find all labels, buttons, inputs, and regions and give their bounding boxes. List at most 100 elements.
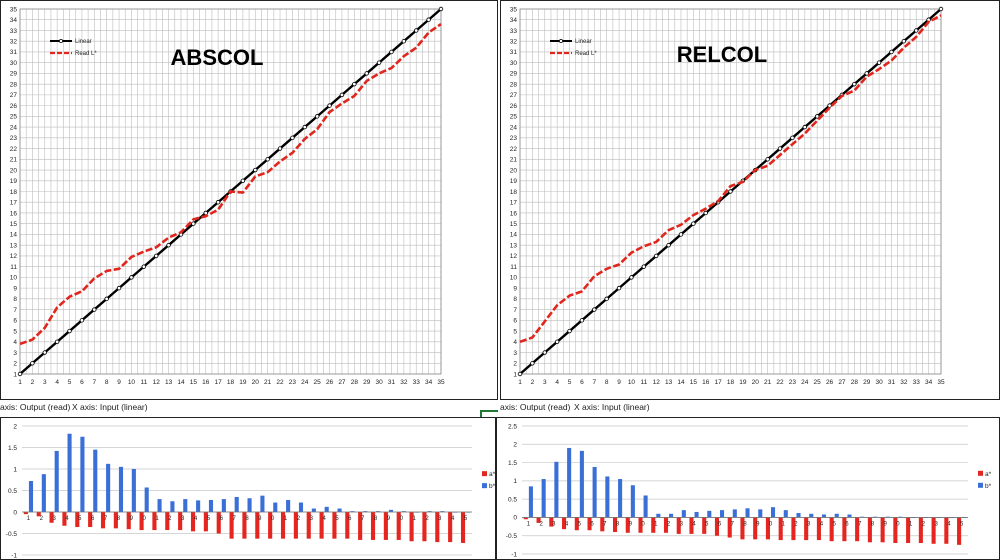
linear-data-point — [554, 339, 560, 344]
a-star-bar — [435, 512, 440, 543]
x-tick-label: 8 — [605, 379, 609, 386]
a-star-bar — [36, 512, 41, 517]
b-star-bar — [260, 495, 265, 512]
x-tick-label: 8 — [374, 516, 378, 522]
x-tick-label: 4 — [820, 521, 824, 527]
y-tick-label: 13 — [10, 242, 18, 249]
x-tick-label: 31 — [888, 379, 896, 386]
legend-linear-marker — [59, 39, 63, 43]
x-tick-label: 0 — [400, 516, 404, 522]
y-tick-label: 6 — [13, 318, 17, 325]
a-star-bar — [62, 512, 67, 526]
a-star-bar — [600, 517, 605, 532]
relcol-bar-chart: 2.5 2 1.5 1 0.5 0 -0.5 -1 1 2 3 4 5 6 7 8 9 0 1 2 3 4 5 6 7 8 9 0 1 2… — [496, 417, 1000, 560]
y-tick-label: 29 — [10, 71, 18, 78]
y-tick-label: 1 — [513, 478, 517, 485]
a-star-bar — [829, 517, 834, 542]
a-star-bar — [612, 517, 618, 533]
x-tick-label: 10 — [628, 379, 636, 386]
x-tick-label: 2 — [922, 521, 926, 527]
linear-data-point — [616, 285, 622, 291]
a-star-bar — [625, 517, 630, 533]
y-tick-label: 19 — [10, 178, 18, 185]
x-tick-label: 2 — [539, 521, 543, 527]
x-tick-label: 3 — [52, 516, 56, 522]
linear-data-point — [302, 124, 307, 130]
legend-read-label: Read L* — [575, 51, 597, 57]
b-star-bar — [131, 469, 136, 512]
x-tick-label: 2 — [40, 516, 44, 522]
x-tick-label: 4 — [194, 516, 198, 522]
legend-linear-label: Linear — [75, 39, 92, 45]
linear-data-point — [327, 103, 332, 108]
abscol-bar-chart: 2 1.5 1 0.5 0 -0.5 -1 1 2 3 4 5 6 7 8 9 0 1 2 3 4 5 6 7 8 9 0 1 2 3 4 5… — [0, 417, 496, 560]
x-tick-label: 31 — [388, 379, 396, 386]
x-tick-label: 14 — [177, 379, 185, 386]
x-tick-label: 21 — [264, 379, 272, 386]
plot-area — [519, 8, 942, 375]
x-tick-label: 5 — [464, 516, 468, 522]
x-tick-label: 2 — [425, 516, 429, 522]
a-star-bar — [49, 512, 54, 523]
y-tick-label: 8 — [513, 296, 517, 303]
x-tick-label: 2 — [168, 516, 172, 522]
a-star-bar — [268, 512, 273, 539]
a-star-bar — [242, 512, 247, 539]
linear-data-point — [314, 114, 320, 119]
b-star-bar — [376, 511, 381, 512]
b-star-bar — [440, 511, 445, 512]
a-star-bar — [867, 517, 872, 543]
y-tick-label: 22 — [10, 146, 18, 153]
x-tick-label: 9 — [258, 516, 262, 522]
a-star-bar — [587, 517, 592, 531]
x-tick-label: 2 — [794, 521, 798, 527]
right-y-axis-caption: axis: Output (read) — [500, 402, 571, 412]
y-tick-label: 5 — [13, 328, 17, 335]
x-tick-label: 6 — [718, 521, 722, 527]
y-tick-label: 31 — [10, 49, 18, 56]
x-tick-label: 9 — [883, 521, 887, 527]
a-star-bar — [139, 512, 144, 531]
linear-data-point — [728, 189, 733, 194]
a-star-bar — [523, 517, 528, 520]
relcol-bar-chart-svg: 2.5 2 1.5 1 0.5 0 -0.5 -1 1 2 3 4 5 6 7 8 9 0 1 2 3 4 5 6 7 8 9 0 1 2… — [496, 417, 1000, 560]
y-tick-label: 33 — [10, 28, 18, 35]
b-star-bar — [118, 466, 124, 512]
b-star-bar — [528, 486, 533, 518]
y-tick-label: 2 — [513, 442, 517, 449]
x-tick-label: 6 — [580, 379, 584, 386]
y-tick-label: 2.5 — [508, 423, 517, 430]
x-tick-label: 3 — [934, 521, 938, 527]
x-tick-label: 17 — [715, 379, 723, 386]
x-tick-label: 2 — [31, 379, 35, 386]
linear-data-point — [914, 28, 919, 33]
b-star-bar — [579, 450, 584, 518]
x-tick-label: 9 — [387, 516, 391, 522]
x-tick-label: 10 — [128, 379, 136, 386]
x-tick-label: 22 — [276, 379, 284, 386]
y-tick-label: 17 — [510, 200, 518, 207]
abscol-bar-chart-svg: 2 1.5 1 0.5 0 -0.5 -1 1 2 3 4 5 6 7 8 9 0 1 2 3 4 5 6 7 8 9 0 1 2 3 4 5… — [0, 417, 496, 560]
y-tick-label: 32 — [510, 39, 518, 46]
y-tick-label: 1 — [13, 466, 17, 473]
x-tick-label: 6 — [91, 516, 95, 522]
x-tick-label: 12 — [153, 379, 161, 386]
y-tick-label: 3 — [13, 350, 17, 357]
x-tick-label: 11 — [640, 379, 647, 386]
a-star-bar — [562, 517, 567, 530]
y-tick-label: 24 — [510, 124, 518, 131]
chart-frame — [0, 417, 496, 560]
linear-data-point — [79, 318, 85, 323]
b-star-bar — [554, 461, 559, 518]
y-tick-label: 23 — [10, 135, 18, 142]
a-star-bar — [255, 512, 260, 539]
x-tick-label: 6 — [220, 516, 224, 522]
x-tick-label: 5 — [578, 521, 582, 527]
x-tick-label: 28 — [851, 379, 859, 386]
linear-data-point — [364, 71, 369, 76]
x-tick-label: 29 — [863, 379, 871, 386]
abscol-line-chart-svg: 1 2 3 4 5 6 7 8 9 10 11 12 13 14 15 16 17 18 19 20 21 22 23 24 2… — [0, 0, 498, 400]
relcol-line-chart-svg: 1 2 3 4 5 6 7 8 9 10 11 12 13 14 15 16 17 18 19 20 21 22 23 24 2… — [500, 0, 1000, 400]
a-star-bar — [638, 517, 643, 533]
x-tick-label: 8 — [743, 521, 747, 527]
